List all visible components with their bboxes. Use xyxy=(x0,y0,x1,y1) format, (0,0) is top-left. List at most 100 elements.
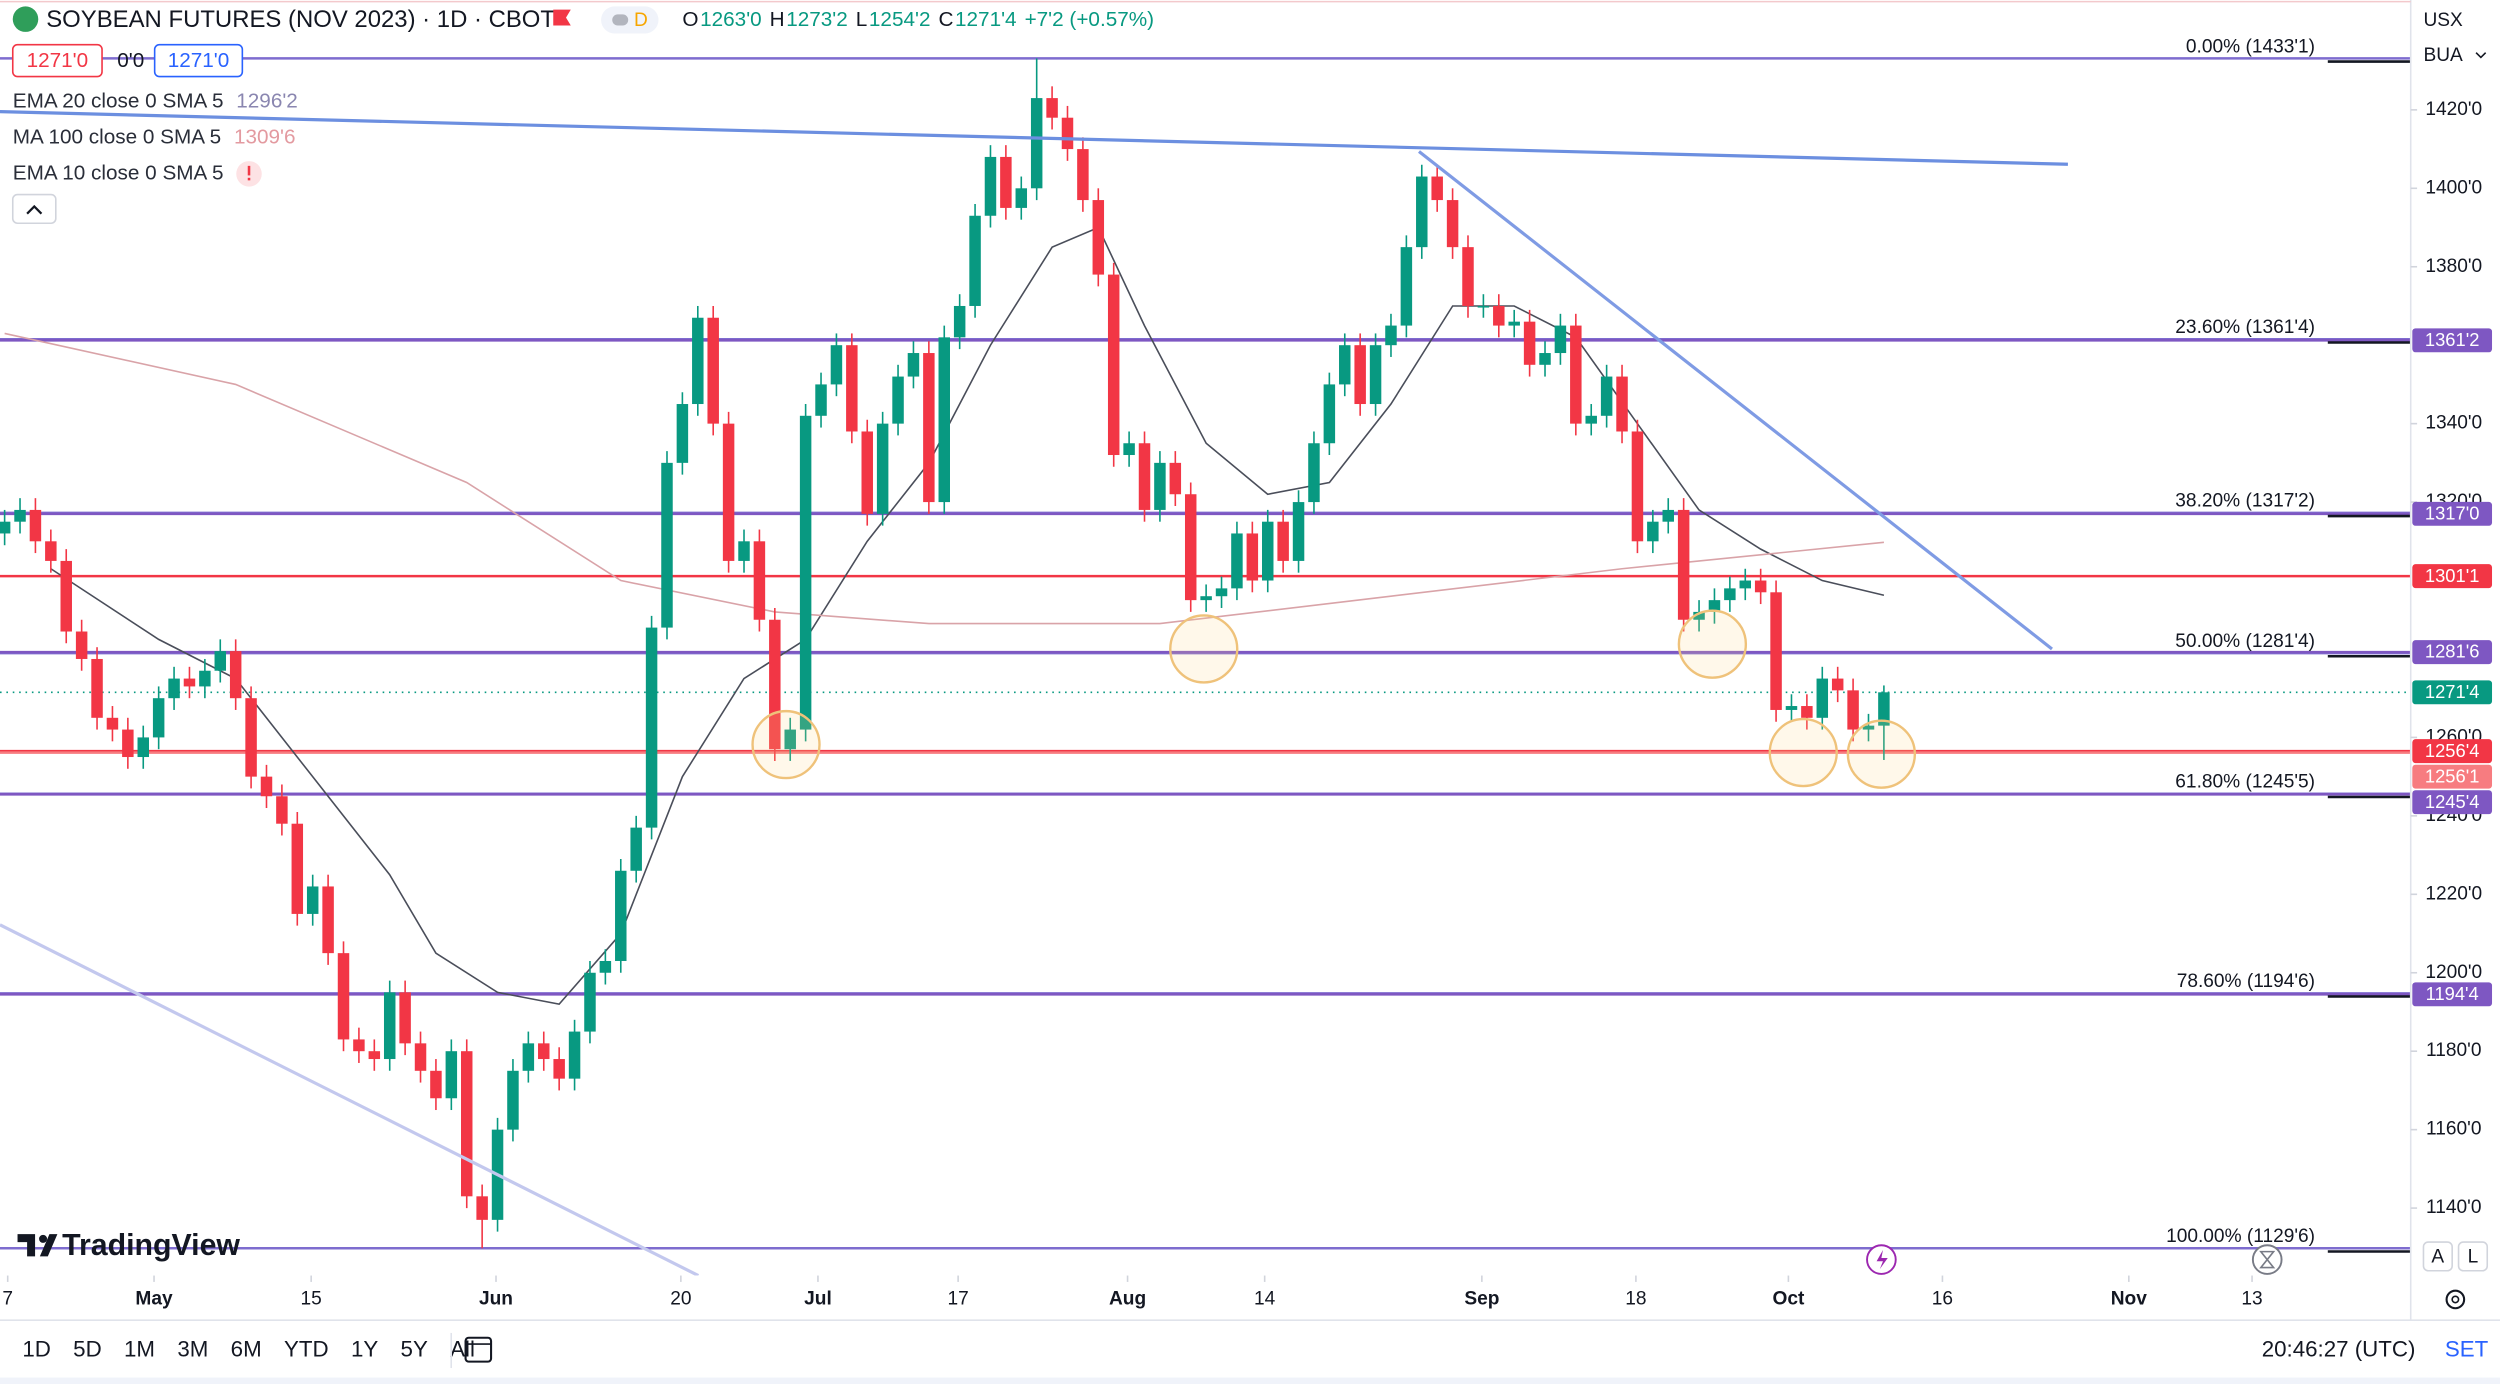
timeframe-button[interactable]: 5D xyxy=(73,1336,102,1361)
candle-body xyxy=(738,541,750,561)
bottom-toolbar: 1D 5D 1M 3M 6M YTD 1Y 5Y All xyxy=(22,1336,475,1361)
timeframe-button[interactable]: 5Y xyxy=(401,1336,428,1361)
candle-body xyxy=(969,215,981,306)
candle-body xyxy=(568,1031,581,1079)
interval-pill[interactable] xyxy=(601,6,659,34)
clock[interactable]: 20:46:27 (UTC) xyxy=(2262,1336,2416,1361)
candle-body xyxy=(1416,176,1428,248)
price-badge xyxy=(2412,564,2493,589)
price-badge-label: 1301'1 xyxy=(2425,565,2479,586)
highlight-circle xyxy=(1846,719,1917,789)
price-badge xyxy=(2412,328,2493,353)
candle-body xyxy=(1677,509,1690,620)
candle-body xyxy=(861,431,873,514)
candle-body xyxy=(1323,384,1336,444)
plot-area xyxy=(0,57,2411,1276)
scale-button-label[interactable]: L xyxy=(2468,1246,2479,1267)
candle-body xyxy=(1616,376,1628,432)
fib-labels: 0.00% (1433'1) 23.60% (1361'4) 38.20% (131… xyxy=(2166,36,2411,1253)
candle-body xyxy=(183,678,196,687)
candle-body xyxy=(1138,443,1151,510)
indicator-name[interactable]: EMA 10 close 0 SMA 5 xyxy=(13,161,224,184)
highlight-circle xyxy=(751,709,821,780)
flag-icon[interactable] xyxy=(553,9,571,26)
candle-body xyxy=(414,1043,427,1071)
fib-label: 50.00% (1281'4) xyxy=(2175,631,2315,652)
candle-body xyxy=(938,337,951,503)
candle-body xyxy=(1523,321,1536,365)
timeframe-button[interactable]: All xyxy=(450,1336,475,1361)
price-badge xyxy=(2412,982,2493,1007)
candle-body xyxy=(661,462,673,628)
y-tick-label: 1220'0 xyxy=(2425,883,2482,904)
candle-body xyxy=(676,404,689,463)
timeframe-button[interactable]: 1D xyxy=(22,1336,51,1361)
candle-body xyxy=(1154,462,1166,510)
price-box[interactable] xyxy=(153,43,244,78)
scale-button[interactable] xyxy=(2457,1241,2489,1272)
price-box[interactable] xyxy=(11,43,103,78)
candle-body xyxy=(75,631,88,659)
candle-body xyxy=(1600,376,1613,416)
price-boxes: 1271'0 0'0 1271'0 xyxy=(11,43,244,78)
timeframe-button[interactable]: 6M xyxy=(231,1336,262,1361)
candle-body xyxy=(1077,149,1089,201)
scale-button[interactable] xyxy=(2422,1241,2453,1272)
candle-body xyxy=(337,953,350,1040)
candle-body xyxy=(1508,321,1520,326)
timeframe-button[interactable]: 3M xyxy=(177,1336,208,1361)
x-tick-label: Oct xyxy=(1772,1289,1805,1310)
candle-body xyxy=(1493,305,1505,326)
candle-body xyxy=(1693,611,1705,620)
candle-body xyxy=(846,345,858,432)
unit[interactable]: BUA xyxy=(2423,45,2463,66)
candle-body xyxy=(45,541,57,561)
price-box-label[interactable]: 1271'0 xyxy=(168,49,230,72)
candle-body xyxy=(1046,98,1058,118)
fib-label: 100.00% (1129'6) xyxy=(2166,1226,2315,1247)
y-tick-label: 1420'0 xyxy=(2425,99,2482,120)
candle-body xyxy=(1631,431,1644,542)
candle-body xyxy=(1246,533,1259,581)
candle-body xyxy=(60,560,72,632)
price-box-label[interactable]: 1271'0 xyxy=(27,49,89,72)
candle-body xyxy=(1647,521,1659,542)
price-badge xyxy=(2412,764,2493,789)
calendar-icon[interactable] xyxy=(464,1336,493,1363)
candle-body xyxy=(399,992,411,1044)
price-box-label[interactable]: 0'0 xyxy=(117,49,144,72)
settings-gear[interactable] xyxy=(2445,1289,2466,1310)
settings-label[interactable]: SET xyxy=(2445,1336,2489,1361)
y-tick-label: 1140'0 xyxy=(2426,1197,2481,1218)
ohlc-key: L xyxy=(856,8,868,31)
candle-body xyxy=(815,384,827,416)
indicator-name[interactable]: MA 100 close 0 SMA 5 xyxy=(13,125,221,148)
candle-body xyxy=(1030,98,1043,189)
header: SOYBEAN FUTURES (NOV 2023) · 1D · CBOT D xyxy=(12,6,659,34)
fib-label: 0.00% (1433'1) xyxy=(2186,36,2315,57)
collapse-button[interactable] xyxy=(11,193,57,225)
price-badge-label: 1271'4 xyxy=(2425,681,2479,702)
candle-body xyxy=(152,698,165,738)
timeframe-button[interactable]: 1M xyxy=(124,1336,155,1361)
currency[interactable]: USX xyxy=(2423,10,2463,31)
candle-body xyxy=(14,509,26,522)
logo-dot xyxy=(39,1234,48,1243)
x-tick-label: Nov xyxy=(2111,1289,2147,1310)
candle-body xyxy=(1169,462,1182,495)
price-badge xyxy=(2412,501,2493,526)
timeframe-button[interactable]: YTD xyxy=(284,1336,329,1361)
indicator-value: 1309'6 xyxy=(234,125,296,148)
scale-button-label[interactable]: A xyxy=(2431,1246,2444,1267)
candle-body xyxy=(876,423,889,514)
indicator-name[interactable]: EMA 20 close 0 SMA 5 xyxy=(13,90,224,113)
price-badges: 1361'2 1317'0 1301'1 1281'6 1271'4 1256'4 1256… xyxy=(2412,328,2493,1007)
timeframe-button[interactable]: 1Y xyxy=(351,1336,378,1361)
candle-body xyxy=(1184,494,1197,601)
currency-box[interactable] xyxy=(2412,3,2496,39)
candle-body xyxy=(1400,247,1413,326)
candle-body xyxy=(1092,200,1105,275)
candle-body xyxy=(799,415,812,730)
ohlc-value: 1254'2 xyxy=(869,8,931,31)
interval-badge: D xyxy=(634,10,648,31)
